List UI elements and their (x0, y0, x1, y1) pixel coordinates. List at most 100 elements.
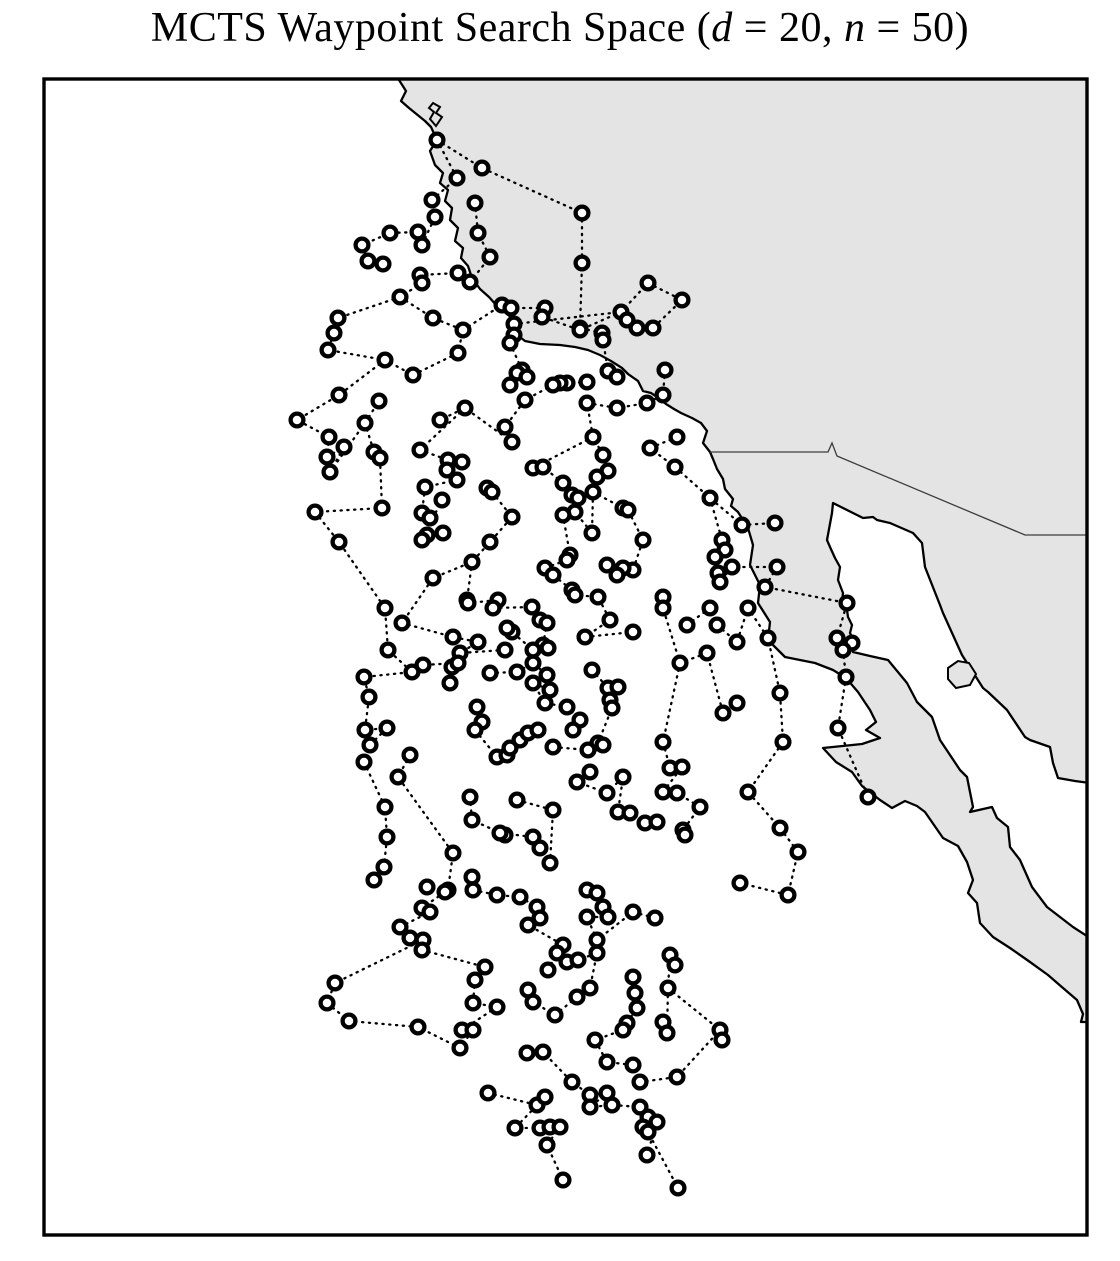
waypoint-marker (524, 654, 542, 672)
waypoint-marker (618, 311, 636, 329)
us-mexico-border-line (710, 441, 1087, 536)
waypoint-marker (325, 324, 343, 342)
waypoint-marker (711, 573, 729, 591)
title-prefix: MCTS Waypoint Search Space ( (150, 5, 712, 51)
waypoint-marker (554, 474, 572, 492)
waypoint-marker (554, 1171, 572, 1189)
waypoint-marker (434, 524, 452, 542)
waypoint-marker (479, 1084, 497, 1102)
waypoint-marker (389, 768, 407, 786)
waypoint-marker (463, 811, 481, 829)
waypoint-marker (413, 941, 431, 959)
waypoint-marker (431, 411, 449, 429)
waypoint-marker (393, 614, 411, 632)
waypoint-marker (648, 1113, 666, 1131)
waypoint-marker (359, 252, 377, 270)
waypoint-marker (463, 868, 481, 886)
waypoint-marker (461, 273, 479, 291)
waypoint-marker (498, 619, 516, 637)
waypoint-marker (376, 599, 394, 617)
waypoint-marker (639, 1123, 657, 1141)
waypoint-marker (379, 641, 397, 659)
waypoint-marker (449, 264, 467, 282)
waypoint-marker (381, 224, 399, 242)
search-edge-dotted (647, 435, 777, 527)
waypoint-marker (581, 1098, 599, 1116)
waypoint-marker (584, 428, 602, 446)
waypoint-marker (413, 531, 431, 549)
waypoint-marker (518, 368, 536, 386)
waypoint-marker (391, 288, 409, 306)
waypoint-marker (421, 509, 439, 527)
search-edge-dotted (542, 513, 635, 639)
waypoint-marker (330, 533, 348, 551)
waypoint-marker (484, 599, 502, 617)
waypoint-marker (326, 974, 344, 992)
waypoint-marker (566, 586, 584, 604)
waypoint-marker (698, 644, 716, 662)
waypoint-marker (713, 1031, 731, 1049)
waypoint-marker (739, 783, 757, 801)
waypoint-marker (370, 392, 388, 410)
title-var-n: n (843, 5, 866, 51)
waypoint-marker (538, 1136, 556, 1154)
waypoint-marker (644, 319, 662, 337)
waypoint-marker (578, 394, 596, 412)
waypoint-marker (659, 979, 677, 997)
waypoint-marker (508, 663, 526, 681)
waypoint-marker (321, 463, 339, 481)
waypoint-marker (654, 733, 672, 751)
waypoint-marker (413, 274, 431, 292)
waypoint-marker (538, 614, 556, 632)
waypoint-marker (603, 699, 621, 717)
waypoint-marker (573, 254, 591, 272)
waypoint-marker (501, 376, 519, 394)
waypoint-marker (473, 159, 491, 177)
waypoint-marker (378, 828, 396, 846)
waypoint-marker (563, 1073, 581, 1091)
waypoint-marker (544, 566, 562, 584)
waypoint-marker (330, 386, 348, 404)
title-mid: = 20, (732, 5, 844, 51)
waypoint-marker (573, 204, 591, 222)
search-edge-dotted (470, 875, 565, 947)
waypoint-marker (583, 524, 601, 542)
waypoint-marker (834, 641, 852, 659)
waypoint-marker (759, 629, 777, 647)
waypoint-marker (608, 566, 626, 584)
waypoint-marker (614, 1021, 632, 1039)
waypoint-marker (374, 255, 392, 273)
waypoint-marker (466, 721, 484, 739)
waypoint-marker (424, 309, 442, 327)
waypoint-marker (658, 1024, 676, 1042)
waypoint-marker (666, 956, 684, 974)
waypoint-marker (481, 533, 499, 551)
waypoint-marker (598, 1053, 616, 1071)
waypoint-marker (451, 1039, 469, 1057)
waypoint-marker (481, 248, 499, 266)
waypoint-marker (581, 979, 599, 997)
waypoint-marker (576, 628, 594, 646)
waypoint-marker (628, 999, 646, 1017)
waypoint-marker (483, 483, 501, 501)
waypoint-marker (594, 736, 612, 754)
waypoint-marker (391, 918, 409, 936)
search-edge-dotted (526, 951, 599, 1017)
waypoint-marker (624, 1056, 642, 1074)
waypoint-marker (318, 448, 336, 466)
waypoint-marker (634, 531, 652, 549)
waypoint-marker (609, 678, 627, 696)
waypoint-marker (771, 684, 789, 702)
waypoint-marker (728, 694, 746, 712)
waypoint-marker (544, 801, 562, 819)
waypoint-marker (641, 439, 659, 457)
waypoint-marker (676, 826, 694, 844)
waypoint-marker (638, 394, 656, 412)
waypoint-marker (449, 344, 467, 362)
waypoint-marker (428, 131, 446, 149)
waypoint-marker (859, 788, 877, 806)
waypoint-marker (601, 611, 619, 629)
waypoint-marker (459, 594, 477, 612)
waypoint-marker (656, 361, 674, 379)
waypoint-marker (673, 291, 691, 309)
